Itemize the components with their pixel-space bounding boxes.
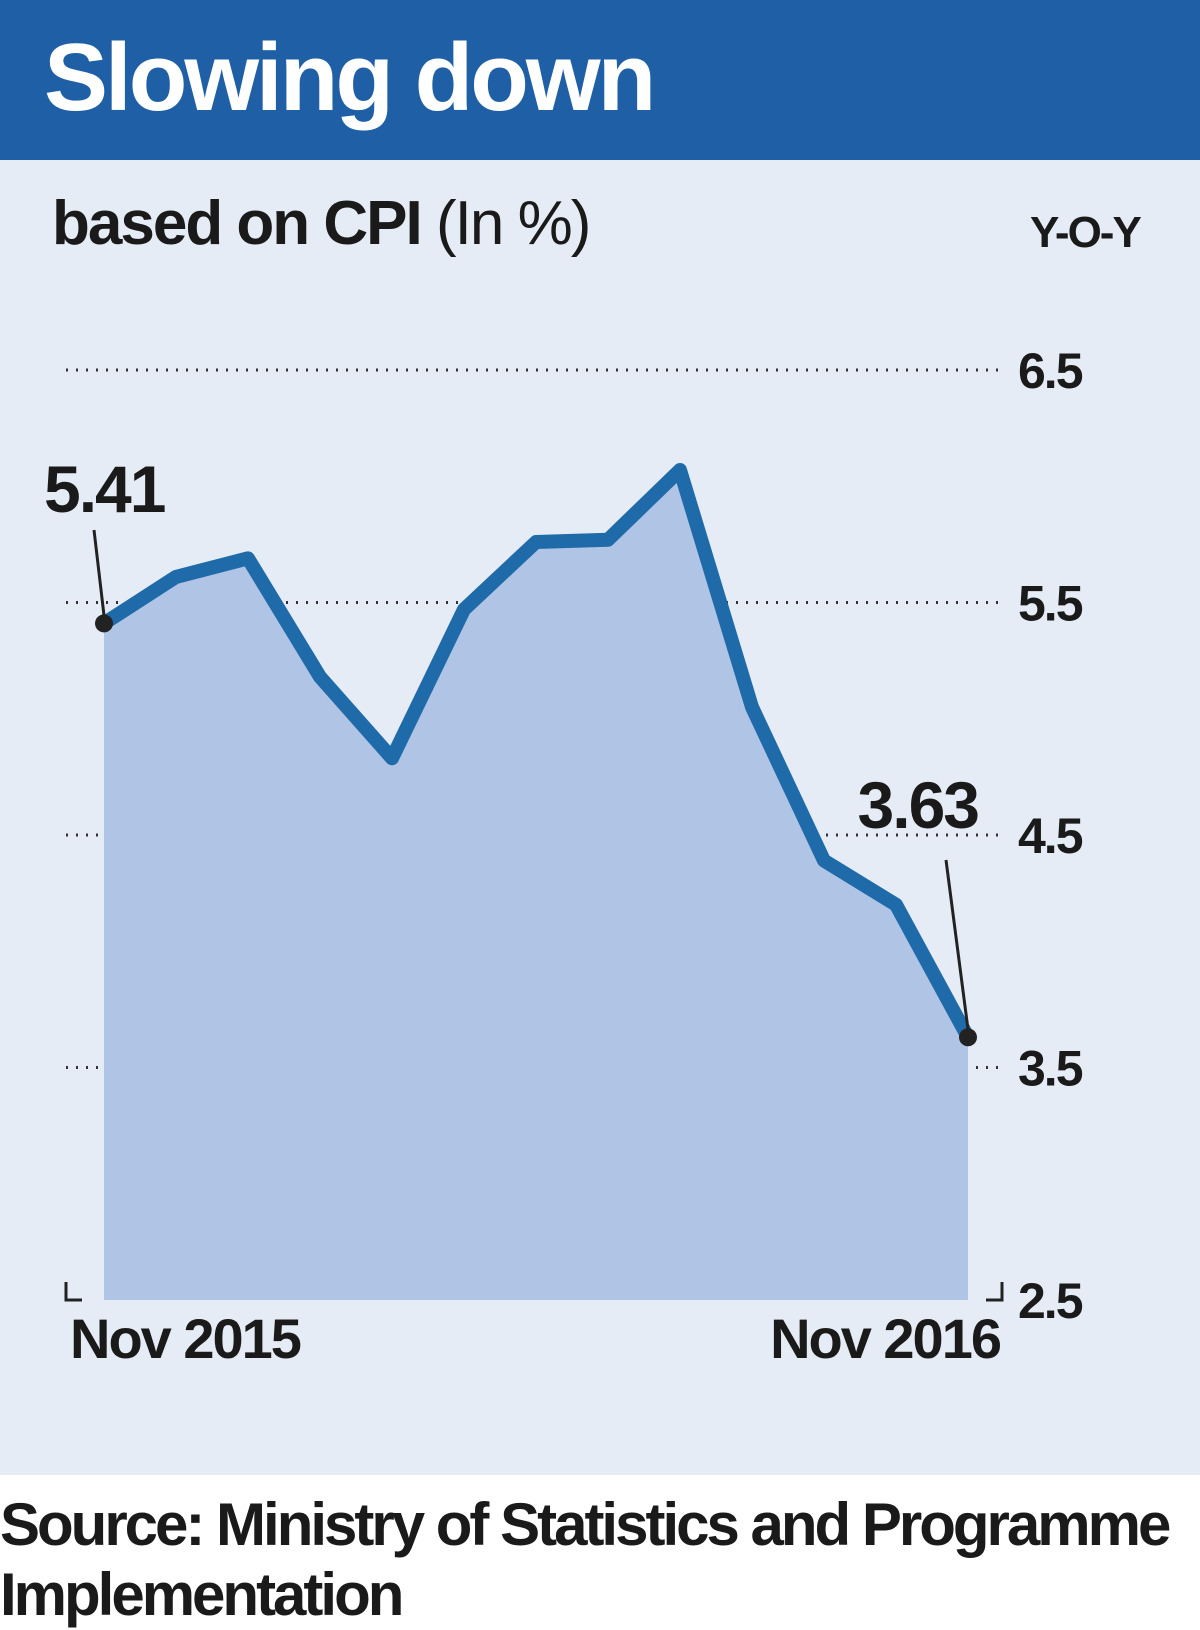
data-point-marker: [95, 614, 113, 633]
y-tick-label: 5.5: [1018, 576, 1083, 632]
y-tick-label: 4.5: [1018, 808, 1083, 864]
axis-ticks: [64, 1282, 1004, 1302]
area-fill: [104, 469, 968, 1301]
x-tick-label: Nov 2015: [70, 1307, 301, 1370]
x-tick-labels: Nov 2015 Nov 2016: [70, 1307, 1003, 1370]
data-point-marker: [959, 1028, 977, 1047]
x-tick-label: Nov 2016: [770, 1307, 1001, 1370]
data-label: 3.63: [858, 768, 979, 842]
y-axis-unit-label: Y-O-Y: [1030, 208, 1142, 257]
y-tick-label: 2.5: [1018, 1273, 1083, 1329]
callout-leader: [92, 529, 106, 616]
callouts: 5.41 3.63: [44, 452, 980, 1047]
chart-title: Slowing down: [44, 24, 656, 131]
y-tick-label: 6.5: [1018, 343, 1083, 399]
series-line: [97, 462, 975, 1045]
callout-leader: [944, 859, 970, 1030]
source-note: Source: Ministry of Statistics and Progr…: [0, 1491, 1171, 1628]
chart-subtitle: based on CPI (In %): [52, 188, 591, 259]
baseline-tick-left: [64, 1282, 82, 1302]
subtitle-unit: (In %): [435, 189, 591, 258]
data-label: 5.41: [44, 452, 165, 526]
title-banner: [0, 0, 1200, 160]
baseline-tick-right: [986, 1282, 1004, 1302]
y-tick-labels: 2.5 3.5 4.5 5.5 6.5: [1018, 343, 1085, 1329]
y-tick-label: 3.5: [1018, 1041, 1083, 1097]
subtitle-text: based on CPI: [52, 189, 423, 258]
